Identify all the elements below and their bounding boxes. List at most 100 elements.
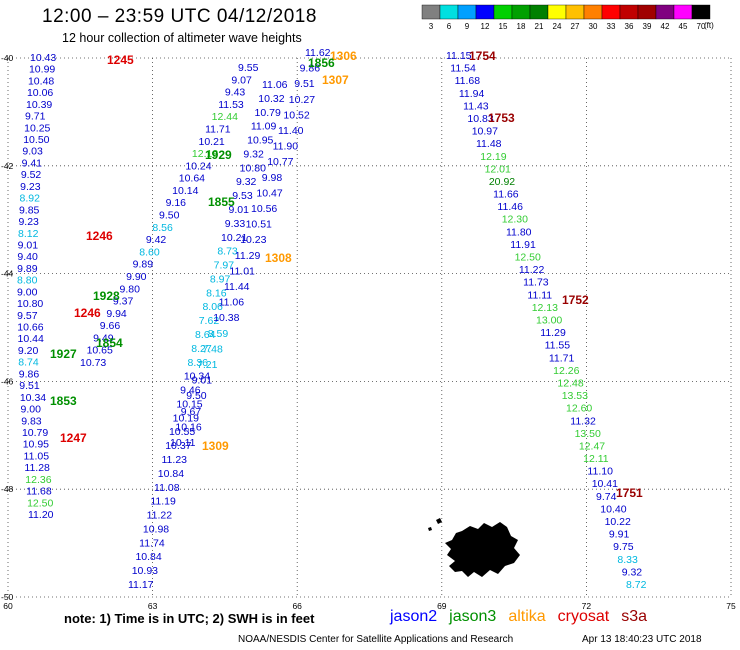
wave-height-label: 12.18 bbox=[192, 148, 218, 160]
wave-height-label: 9.43 bbox=[225, 87, 246, 99]
wave-height-label: 10.43 bbox=[30, 52, 56, 64]
wave-height-label: 11.55 bbox=[545, 340, 571, 352]
wave-height-label: 12.01 bbox=[485, 163, 511, 175]
lon-tick: 66 bbox=[292, 601, 302, 611]
legend-jason3: jason3 bbox=[449, 608, 497, 625]
wave-height-label: 11.08 bbox=[154, 482, 180, 494]
wave-height-label: 9.53 bbox=[232, 190, 253, 202]
wave-height-label: 12.60 bbox=[566, 403, 592, 415]
island-islet bbox=[436, 518, 442, 524]
wave-height-label: 11.01 bbox=[229, 265, 255, 277]
wave-height-label: 9.00 bbox=[21, 404, 42, 416]
wave-height-label: 10.52 bbox=[283, 109, 309, 121]
wave-height-label: 10.64 bbox=[179, 173, 205, 185]
wave-height-label: 11.06 bbox=[262, 79, 288, 91]
lat-tick: -44 bbox=[1, 269, 14, 279]
wave-height-label: 10.22 bbox=[605, 516, 631, 528]
pass-time-label: 1854 bbox=[96, 336, 123, 350]
wave-height-label: 10.98 bbox=[143, 523, 169, 535]
pass-time-label: 1751 bbox=[616, 486, 643, 500]
wave-height-label: 11.28 bbox=[24, 462, 50, 474]
wave-height-label: 9.57 bbox=[17, 310, 38, 322]
wave-height-label: 10.32 bbox=[258, 93, 284, 105]
color-swatch bbox=[547, 4, 567, 20]
wave-height-label: 12.13 bbox=[532, 302, 558, 314]
color-swatch bbox=[529, 4, 549, 20]
wave-height-label: 11.94 bbox=[459, 88, 485, 100]
wave-height-label: 10.24 bbox=[185, 160, 211, 172]
pass-time-label: 1928 bbox=[93, 289, 120, 303]
satellite-legend: jason2 jason3 altika cryosat s3a bbox=[390, 608, 659, 626]
pass-time-label: 1856 bbox=[308, 56, 335, 70]
legend-altika: altika bbox=[508, 608, 546, 625]
wave-height-label: 10.97 bbox=[472, 126, 498, 138]
wave-height-label: 10.27 bbox=[289, 94, 315, 106]
wave-height-label: 7.97 bbox=[214, 260, 235, 272]
wave-height-label: 10.06 bbox=[27, 87, 53, 99]
wave-height-label: 11.22 bbox=[147, 510, 173, 522]
color-swatch bbox=[475, 4, 495, 20]
color-swatch bbox=[637, 4, 657, 20]
wave-height-label: 9.51 bbox=[294, 78, 315, 90]
wave-height-label: 11.44 bbox=[224, 281, 250, 293]
kerguelen-island bbox=[428, 518, 520, 577]
scale-tick: 42 bbox=[661, 22, 670, 31]
wave-height-label: 11.48 bbox=[476, 138, 502, 150]
page-subtitle: 12 hour collection of altimeter wave hei… bbox=[62, 31, 302, 45]
wave-height-label: 10.16 bbox=[175, 421, 201, 433]
pass-time-label: 1855 bbox=[208, 195, 235, 209]
pass-time-label: 1754 bbox=[469, 49, 496, 63]
wave-height-label: 8.27 bbox=[191, 343, 212, 355]
wave-height-label: 11.90 bbox=[273, 141, 299, 153]
lon-tick: 63 bbox=[148, 601, 158, 611]
wave-height-label: 9.71 bbox=[25, 111, 46, 123]
wave-height-label: 11.91 bbox=[510, 239, 536, 251]
wave-height-label: 10.79 bbox=[22, 427, 48, 439]
wave-height-label: 10.14 bbox=[172, 185, 198, 197]
wave-height-label: 10.66 bbox=[17, 322, 43, 334]
altimeter-tracks: 10.4310.9910.4810.0610.399.7110.2510.509… bbox=[17, 47, 647, 591]
wave-height-label: 10.37 bbox=[165, 440, 191, 452]
wave-height-label: 7.48 bbox=[202, 343, 223, 355]
color-swatch bbox=[691, 4, 711, 20]
wave-height-label: 11.54 bbox=[450, 63, 476, 75]
color-swatch bbox=[439, 4, 459, 20]
wave-height-label: 11.17 bbox=[128, 579, 154, 591]
wave-height-label: 9.98 bbox=[262, 172, 283, 184]
wave-height-label: 10.47 bbox=[256, 187, 282, 199]
wave-height-label: 9.01 bbox=[229, 204, 250, 216]
wave-height-label: 9.67 bbox=[181, 406, 202, 418]
wave-height-label: 9.07 bbox=[231, 74, 252, 86]
wave-height-label: 12.36 bbox=[25, 474, 51, 486]
wave-height-label: 10.83 bbox=[467, 113, 493, 125]
wave-height-label: 10.77 bbox=[267, 156, 293, 168]
pass-time-label: 1309 bbox=[202, 439, 229, 453]
color-swatch bbox=[583, 4, 603, 20]
wave-height-label: 9.32 bbox=[236, 176, 257, 188]
lon-tick: 69 bbox=[437, 601, 447, 611]
pass-time-label: 1753 bbox=[488, 111, 515, 125]
wave-height-label: 8.73 bbox=[217, 246, 238, 258]
wave-height-label: 11.40 bbox=[278, 125, 304, 137]
scale-tick: 39 bbox=[643, 22, 652, 31]
wave-height-label: 11.66 bbox=[493, 189, 519, 201]
scale-tick: 27 bbox=[571, 22, 580, 31]
wave-height-label: 11.80 bbox=[506, 226, 532, 238]
wave-height-label: 11.32 bbox=[570, 415, 596, 427]
scale-tick: 3 bbox=[429, 22, 434, 31]
lon-tick: 60 bbox=[3, 601, 13, 611]
wave-height-label: 9.40 bbox=[17, 251, 38, 263]
pass-time-label: 1308 bbox=[265, 251, 292, 265]
wave-height-label: 11.10 bbox=[587, 466, 613, 478]
wave-height-label: 9.33 bbox=[225, 218, 246, 230]
wave-height-label: 10.56 bbox=[251, 203, 277, 215]
wave-height-label: 12.44 bbox=[212, 111, 238, 123]
wave-height-label: 9.46 bbox=[180, 385, 201, 397]
wave-height-label: 8.64 bbox=[195, 329, 216, 341]
scale-tick: 36 bbox=[625, 22, 634, 31]
wave-height-label: 12.50 bbox=[515, 252, 541, 264]
wave-height-label: 11.09 bbox=[251, 121, 277, 133]
color-swatch bbox=[493, 4, 513, 20]
wave-height-label: 11.06 bbox=[219, 297, 245, 309]
